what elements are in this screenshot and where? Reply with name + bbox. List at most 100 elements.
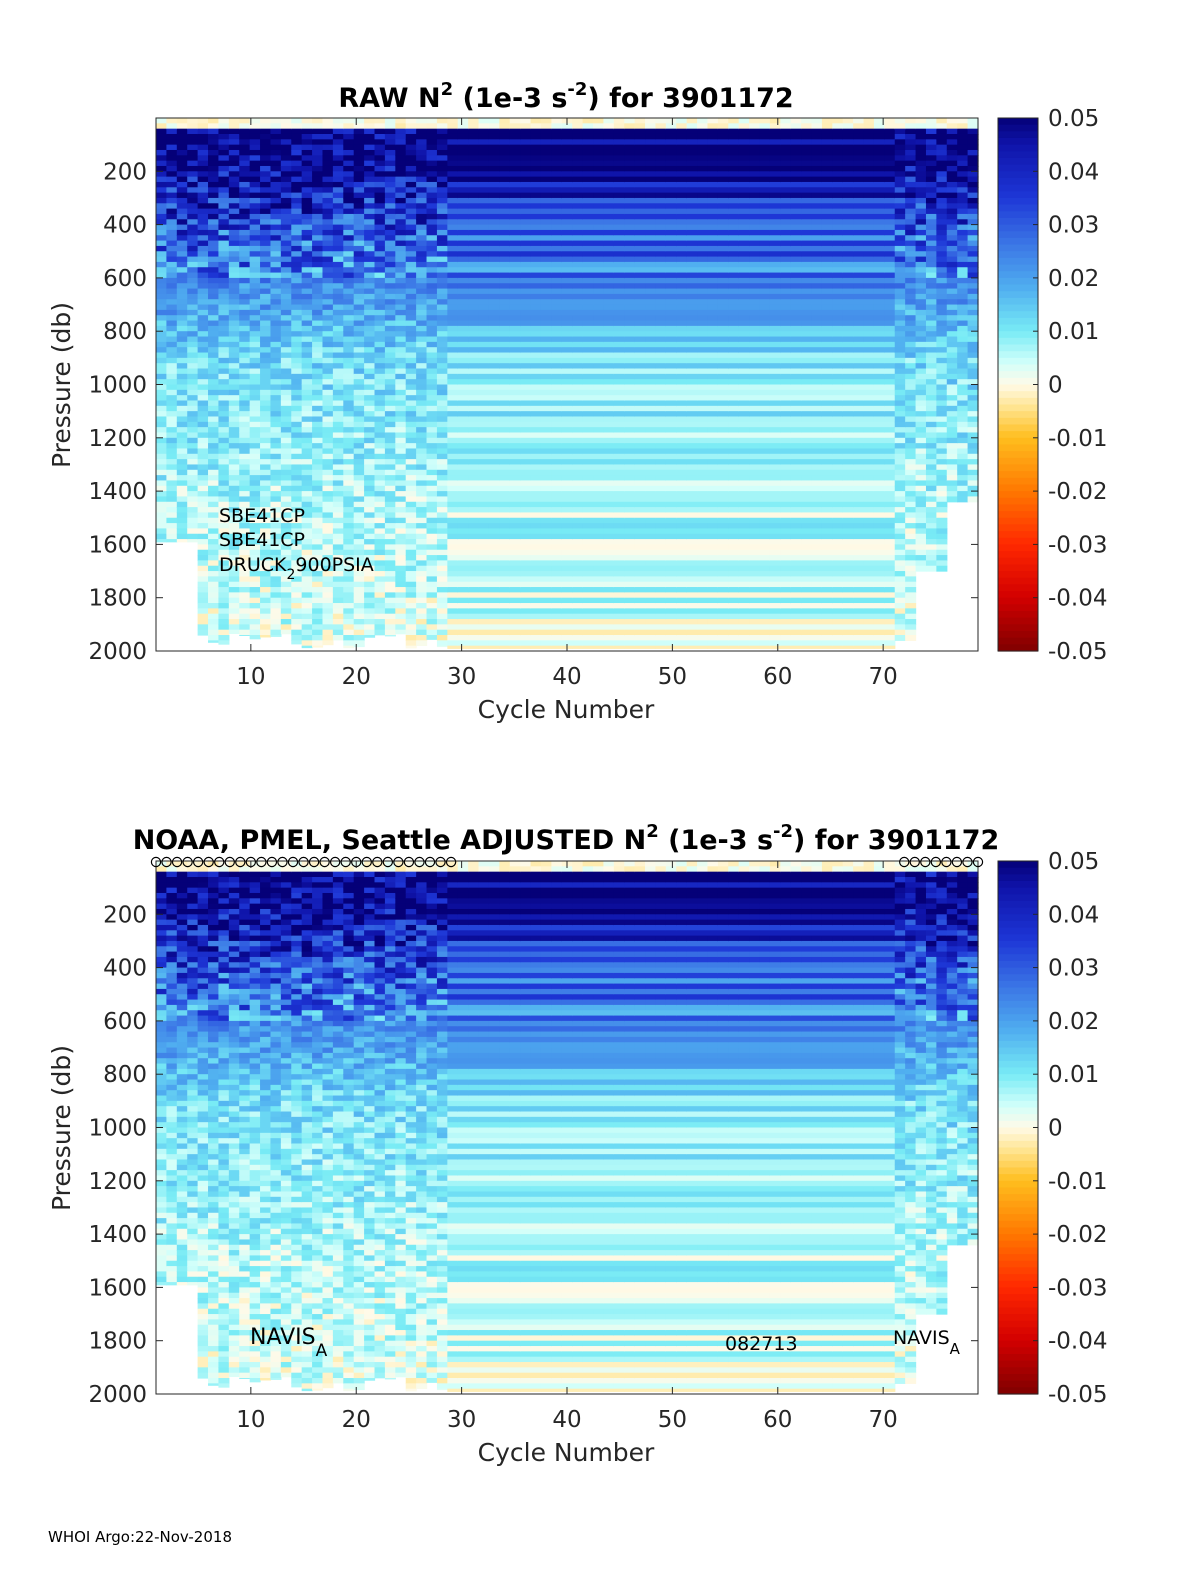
heatmap-cell xyxy=(561,384,573,391)
heatmap-cell xyxy=(343,149,355,156)
heatmap-cell xyxy=(426,171,438,178)
heatmap-cell xyxy=(645,149,657,156)
heatmap-cell xyxy=(156,144,168,151)
heatmap-cell xyxy=(478,448,490,455)
heatmap-cell xyxy=(228,384,240,391)
heatmap-cell xyxy=(499,256,511,263)
heatmap-cell xyxy=(665,197,677,204)
heatmap-cell xyxy=(447,523,459,530)
heatmap-cell xyxy=(260,608,272,615)
heatmap-cell xyxy=(593,176,605,183)
heatmap-cell xyxy=(520,299,532,306)
heatmap-cell xyxy=(374,485,386,492)
heatmap-cell xyxy=(270,251,282,258)
heatmap-cell xyxy=(187,224,199,231)
heatmap-cell xyxy=(426,176,438,183)
heatmap-cell xyxy=(520,160,532,167)
heatmap-cell xyxy=(468,128,480,135)
heatmap-cell xyxy=(426,613,438,620)
heatmap-cell xyxy=(208,219,220,226)
heatmap-cell xyxy=(291,421,303,428)
heatmap-cell xyxy=(447,459,459,466)
heatmap-cell xyxy=(603,480,615,487)
heatmap-cell xyxy=(218,325,230,332)
heatmap-cell xyxy=(395,581,407,588)
heatmap-cell xyxy=(260,405,272,412)
heatmap-cell xyxy=(488,581,500,588)
heatmap-cell xyxy=(156,357,168,364)
heatmap-cell xyxy=(540,155,552,162)
heatmap-cell xyxy=(239,555,251,561)
heatmap-cell xyxy=(270,539,282,545)
heatmap-cell xyxy=(551,565,563,572)
heatmap-cell xyxy=(280,544,292,551)
heatmap-cell xyxy=(645,475,657,482)
heatmap-cell xyxy=(561,485,573,492)
heatmap-cell xyxy=(384,165,396,172)
heatmap-cell xyxy=(593,288,605,295)
heatmap-cell xyxy=(312,197,324,204)
heatmap-cell xyxy=(447,571,459,577)
heatmap-cell xyxy=(572,299,584,306)
heatmap-cell xyxy=(645,379,657,386)
heatmap-cell xyxy=(572,437,584,444)
heatmap-cell xyxy=(624,464,636,471)
heatmap-cell xyxy=(520,251,532,258)
heatmap-cell xyxy=(645,309,657,316)
heatmap-cell xyxy=(301,485,313,492)
heatmap-cell xyxy=(187,149,199,156)
heatmap-cell xyxy=(509,251,521,258)
heatmap-cell xyxy=(551,283,563,290)
heatmap-cell xyxy=(364,453,376,460)
heatmap-cell xyxy=(447,448,459,455)
heatmap-cell xyxy=(468,432,480,439)
heatmap-cell xyxy=(405,480,417,487)
heatmap-cell xyxy=(405,533,417,540)
heatmap-cell xyxy=(364,405,376,412)
heatmap-cell xyxy=(270,448,282,455)
heatmap-cell xyxy=(395,597,407,604)
heatmap-cell xyxy=(395,539,407,545)
heatmap-cell xyxy=(280,336,292,343)
heatmap-cell xyxy=(301,389,313,396)
heatmap-cell xyxy=(270,368,282,375)
heatmap-cell xyxy=(364,293,376,300)
heatmap-cell xyxy=(384,443,396,450)
heatmap-cell xyxy=(478,427,490,434)
heatmap-cell xyxy=(488,224,500,231)
heatmap-cell xyxy=(468,459,480,466)
heatmap-cell xyxy=(364,347,376,354)
heatmap-cell xyxy=(384,277,396,284)
heatmap-cell xyxy=(551,453,563,460)
heatmap-cell xyxy=(260,491,272,498)
heatmap-cell xyxy=(280,277,292,284)
heatmap-cell xyxy=(582,613,594,620)
heatmap-cell xyxy=(447,576,459,583)
heatmap-cell xyxy=(540,176,552,183)
heatmap-cell xyxy=(384,293,396,300)
heatmap-cell xyxy=(395,501,407,508)
heatmap-cell xyxy=(353,539,365,545)
heatmap-cell xyxy=(416,245,428,252)
heatmap-cell xyxy=(249,395,261,402)
heatmap-cell xyxy=(384,485,396,492)
heatmap-cell xyxy=(156,427,168,434)
heatmap-cell xyxy=(634,400,646,407)
heatmap-cell xyxy=(312,592,324,599)
heatmap-cell xyxy=(655,256,667,263)
heatmap-cell xyxy=(509,197,521,204)
heatmap-cell xyxy=(332,411,344,418)
heatmap-cell xyxy=(249,571,261,577)
heatmap-cell xyxy=(395,517,407,524)
heatmap-cell xyxy=(249,235,261,242)
heatmap-cell xyxy=(228,432,240,439)
heatmap-cell xyxy=(561,165,573,172)
heatmap-cell xyxy=(384,565,396,572)
heatmap-cell xyxy=(301,635,313,641)
heatmap-cell xyxy=(499,523,511,530)
heatmap-cell xyxy=(530,267,542,274)
heatmap-cell xyxy=(634,581,646,588)
heatmap-cell xyxy=(436,608,448,615)
heatmap-cell xyxy=(395,421,407,428)
heatmap-cell xyxy=(239,261,251,268)
